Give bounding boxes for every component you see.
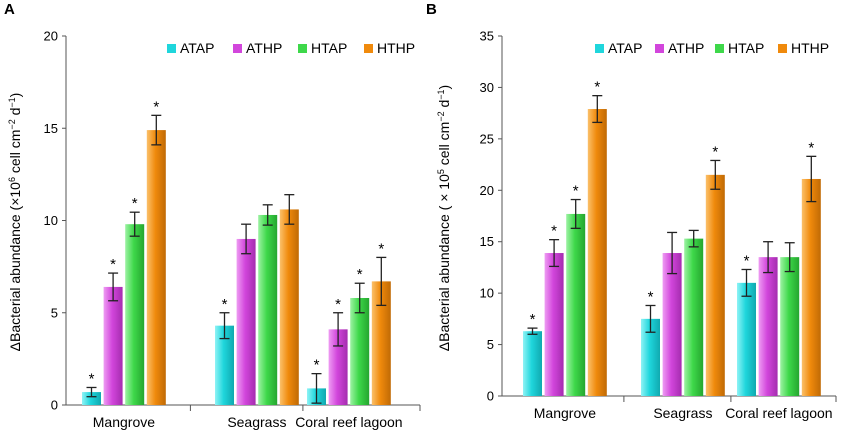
category-label: Seagrass xyxy=(227,414,286,430)
y-tick-label: 5 xyxy=(487,337,494,352)
significance-marker: * xyxy=(808,139,814,156)
legend-label: ATHP xyxy=(668,40,704,56)
significance-marker: * xyxy=(335,296,341,313)
category-label: Coral reef lagoon xyxy=(725,405,832,421)
y-axis-label-superscript: −1 xyxy=(436,89,446,99)
significance-marker: * xyxy=(89,370,95,387)
bar-hthp xyxy=(371,281,391,405)
significance-marker: * xyxy=(357,266,363,283)
significance-marker: * xyxy=(573,183,579,200)
bar-htap xyxy=(684,238,704,396)
y-tick-label: 35 xyxy=(480,29,494,44)
legend-swatch-athp xyxy=(655,44,664,53)
y-axis-label-part: cell cm xyxy=(7,130,23,177)
y-axis-label-superscript: −1 xyxy=(7,97,17,107)
bar-htap xyxy=(125,224,145,405)
y-axis-label-superscript: −2 xyxy=(7,119,17,129)
significance-marker: * xyxy=(132,195,138,212)
legend-label: ATAP xyxy=(180,40,215,56)
y-axis-label: ΔBacterial abundance (×106 cell cm−2 d−1… xyxy=(7,93,23,352)
panel-b-chart: 0 5 10 15 20 25 30 35 * * * * * * * * Mangrove Seagrass Co… xyxy=(436,29,837,421)
significance-marker: * xyxy=(530,311,536,328)
category-label: Mangrove xyxy=(534,405,596,421)
bar-hthp xyxy=(279,209,299,405)
y-axis-label-superscript: 5 xyxy=(436,169,446,174)
legend-label: ATHP xyxy=(246,40,282,56)
y-tick-label: 5 xyxy=(51,305,58,320)
y-tick-label: 15 xyxy=(480,234,494,249)
y-axis-label-superscript: 6 xyxy=(7,177,17,182)
y-axis-label-part: cell cm xyxy=(436,122,452,169)
significance-marker: * xyxy=(712,143,718,160)
y-tick-label: 15 xyxy=(44,121,58,136)
y-tick-label: 10 xyxy=(480,286,494,301)
y-axis-label-part: ΔBacterial abundance ( × 10 xyxy=(436,174,452,351)
significance-marker: * xyxy=(222,296,228,313)
bar-hthp xyxy=(801,178,821,396)
legend-swatch-athp xyxy=(233,44,242,53)
legend-label: HTHP xyxy=(791,40,829,56)
bar-hthp xyxy=(705,174,725,396)
y-tick-label: 0 xyxy=(487,389,494,404)
y-tick-label: 20 xyxy=(480,183,494,198)
bar-htap xyxy=(350,297,370,405)
significance-marker: * xyxy=(110,256,116,273)
panel-a-label: A xyxy=(4,1,15,18)
significance-marker: * xyxy=(551,223,557,240)
legend-swatch-atap xyxy=(167,44,176,53)
y-tick-label: 20 xyxy=(44,29,58,44)
category-label: Seagrass xyxy=(653,405,712,421)
significance-marker: * xyxy=(648,288,654,305)
significance-marker: * xyxy=(153,98,159,115)
legend-label: HTAP xyxy=(311,40,347,56)
y-axis-label-part: ) xyxy=(436,85,452,90)
bar-athp xyxy=(758,257,778,396)
bar-hthp xyxy=(587,109,607,397)
y-axis-label-superscript: −2 xyxy=(436,111,446,121)
significance-marker: * xyxy=(744,252,750,269)
bar-atap xyxy=(215,325,234,405)
significance-marker: * xyxy=(594,79,600,96)
bar-atap xyxy=(641,318,660,396)
y-axis-label-part: ) xyxy=(7,93,23,98)
bar-atap xyxy=(737,282,756,396)
significance-marker: * xyxy=(378,240,384,257)
bar-hthp xyxy=(146,130,166,405)
y-tick-label: 10 xyxy=(44,213,58,228)
bar-atap xyxy=(82,392,101,405)
panel-a-chart: 0 5 10 15 20 * * * * * * * * * Mangrove Seagrass Coral r… xyxy=(7,29,421,430)
legend-label: HTHP xyxy=(377,40,415,56)
legend-swatch-htap xyxy=(298,44,307,53)
bar-athp xyxy=(662,253,682,396)
legend-label: HTAP xyxy=(728,40,764,56)
bar-athp xyxy=(236,238,256,405)
bar-htap xyxy=(258,214,278,405)
bar-atap xyxy=(523,331,542,396)
y-axis-label-part: ΔBacterial abundance (×10 xyxy=(7,182,23,352)
legend-label: ATAP xyxy=(608,40,643,56)
y-axis-label: ΔBacterial abundance ( × 105 cell cm−2 d… xyxy=(436,85,452,351)
legend-swatch-hthp xyxy=(364,44,373,53)
bar-htap xyxy=(566,213,586,396)
y-tick-label: 25 xyxy=(480,131,494,146)
y-tick-label: 30 xyxy=(480,80,494,95)
legend-swatch-htap xyxy=(715,44,724,53)
bar-athp xyxy=(328,329,348,405)
significance-marker: * xyxy=(314,357,320,374)
panel-b-label: B xyxy=(426,1,437,18)
y-tick-label: 0 xyxy=(51,398,58,413)
y-axis-label-part: d xyxy=(436,100,452,112)
y-axis-label-part: d xyxy=(7,108,23,120)
legend-swatch-hthp xyxy=(778,44,787,53)
legend-swatch-atap xyxy=(595,44,604,53)
bar-athp xyxy=(544,253,564,396)
category-label: Coral reef lagoon xyxy=(295,414,402,430)
bar-athp xyxy=(103,286,123,405)
category-label: Mangrove xyxy=(93,414,155,430)
bar-htap xyxy=(780,257,800,396)
